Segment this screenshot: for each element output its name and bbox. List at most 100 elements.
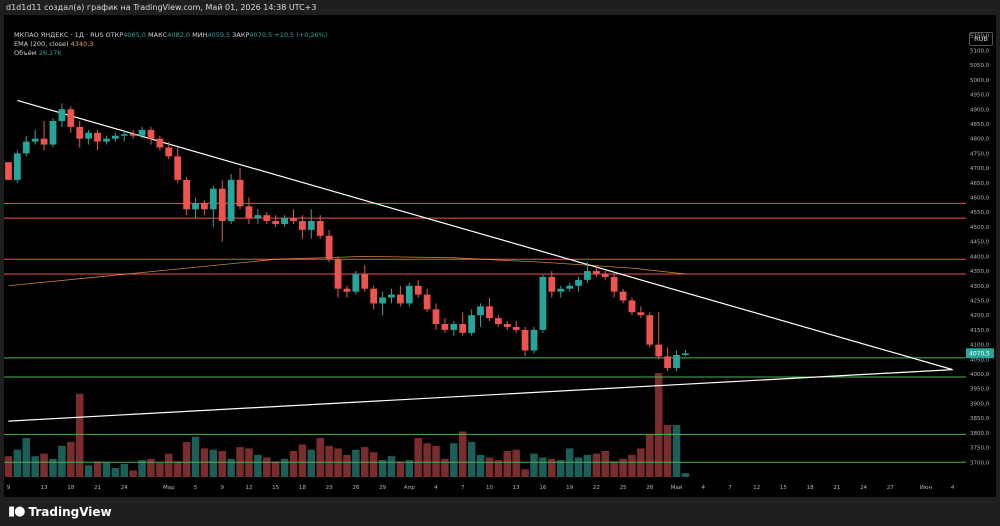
x-tick-label: 10 — [486, 485, 493, 491]
high-label: МАКС — [148, 31, 168, 39]
candle-body — [316, 221, 324, 236]
volume-bar — [58, 445, 66, 477]
candle-body — [76, 126, 84, 139]
y-tick-label: 5050,0 — [970, 63, 990, 69]
volume-bar — [102, 462, 111, 477]
candle-body — [566, 285, 574, 289]
y-tick-label: 4800,0 — [970, 137, 990, 143]
y-tick-label: 4050,0 — [970, 357, 990, 363]
volume-bar — [316, 438, 324, 477]
volume-bar — [583, 454, 592, 477]
volume-bar — [628, 454, 636, 477]
y-tick-label: 3750,0 — [970, 446, 990, 452]
volume-bar — [325, 445, 333, 477]
x-tick-label: Мар — [163, 485, 175, 491]
ema-row[interactable]: EMA (200, close) 4340,3 — [14, 40, 327, 49]
y-tick-label: 4200,0 — [970, 313, 990, 319]
candle-body — [477, 306, 484, 316]
candle-body — [584, 271, 591, 280]
volume-bar — [574, 457, 583, 477]
y-tick-label: 4700,0 — [970, 166, 990, 172]
volume-bar — [432, 445, 440, 477]
y-tick-label: 4750,0 — [970, 151, 990, 157]
footer-bar: ▮● TradingView — [0, 497, 1000, 526]
candle-body — [5, 162, 12, 180]
ohlc-row: МКПАО ЯНДЕКС · 1Д · RUS ОТКР4065,0 МАКС4… — [14, 31, 327, 40]
x-tick-label: Май — [671, 484, 683, 491]
y-tick-label: 3900,0 — [970, 401, 990, 407]
volume-bar — [441, 458, 449, 477]
x-tick-label: 9 — [7, 485, 11, 491]
candle-body — [218, 188, 226, 222]
candle-body — [414, 285, 422, 295]
candle-body — [619, 291, 627, 301]
currency-button[interactable]: RUB — [969, 32, 993, 46]
volume-bar — [369, 452, 378, 477]
candle-body — [111, 135, 119, 139]
x-tick-label: 18 — [807, 485, 814, 491]
volume-bar — [156, 462, 164, 477]
volume-bar — [530, 453, 538, 477]
candle-body — [450, 324, 458, 330]
header-bar: d1d1d11 создал(а) график на TradingView.… — [0, 0, 1000, 15]
x-tick-label: 27 — [887, 485, 894, 491]
candle-body — [165, 147, 173, 157]
x-tick-label: 18 — [299, 485, 306, 491]
candle-body — [263, 215, 271, 222]
tradingview-logo[interactable]: ▮● TradingView — [8, 504, 112, 519]
volume-bar — [209, 449, 218, 477]
x-tick-label: Июн — [920, 485, 933, 491]
volume-bar — [476, 454, 485, 477]
tradingview-logo-icon: ▮● — [8, 504, 25, 519]
y-tick-label: 5150,0 — [970, 34, 990, 40]
candle-body — [227, 179, 235, 222]
y-tick-label: 3800,0 — [970, 431, 990, 437]
candle-body — [147, 129, 155, 139]
volume-bar — [147, 458, 155, 477]
y-tick-label: 4150,0 — [970, 328, 990, 334]
y-tick-label: 4300,0 — [970, 284, 990, 290]
x-tick-label: 26 — [352, 485, 359, 491]
y-tick-label: 4950,0 — [970, 93, 990, 99]
y-tick-label: 4900,0 — [970, 107, 990, 113]
y-tick-label: 5100,0 — [970, 48, 990, 54]
volume-bar — [254, 454, 262, 477]
volume-bar — [387, 456, 396, 477]
volume-bar — [4, 456, 13, 477]
x-tick-label: 29 — [379, 485, 386, 491]
candle-body — [254, 215, 262, 219]
trend-line — [8, 369, 953, 422]
candle-body — [610, 276, 618, 292]
y-tick-label: 4400,0 — [970, 254, 990, 260]
x-tick-label: 4 — [701, 485, 705, 491]
candle-body — [655, 344, 663, 357]
chart-canvas[interactable]: 5150,0 5100,0 5050,0 5000,0 4950,0 4900,0 4850… — [4, 15, 996, 497]
volume-bar — [120, 464, 128, 477]
volume-bar — [93, 461, 102, 477]
close-value: 4070,5 — [249, 31, 273, 39]
y-tick-label: 4250,0 — [970, 298, 990, 304]
volume-row[interactable]: Объём 26,17K — [14, 49, 327, 58]
y-tick-label: 4100,0 — [970, 343, 990, 349]
volume-bar — [289, 451, 298, 477]
y-tick-label: 4350,0 — [970, 269, 990, 275]
y-tick-label: 4600,0 — [970, 196, 990, 202]
candle-body — [58, 109, 66, 122]
open-value: 4065,0 — [123, 31, 146, 39]
chart-frame[interactable]: 5150,0 5100,0 5050,0 5000,0 4950,0 4900,0 4850… — [4, 15, 996, 497]
last-price-label-bg — [966, 348, 994, 359]
candle-body — [664, 356, 671, 369]
volume-bar — [13, 449, 22, 477]
volume-bar — [129, 470, 137, 477]
volume-bar — [485, 457, 494, 477]
volume-bar — [307, 449, 316, 477]
volume-bar — [414, 438, 422, 477]
volume-bar — [271, 461, 280, 477]
volume-bar — [539, 457, 547, 477]
ema-label: EMA (200, close) — [14, 40, 69, 48]
candle-body — [209, 188, 217, 210]
candle-body — [245, 206, 253, 219]
close-label: ЗАКР — [232, 31, 250, 39]
candle-body — [13, 153, 21, 180]
x-tick-label: 21 — [94, 485, 101, 491]
